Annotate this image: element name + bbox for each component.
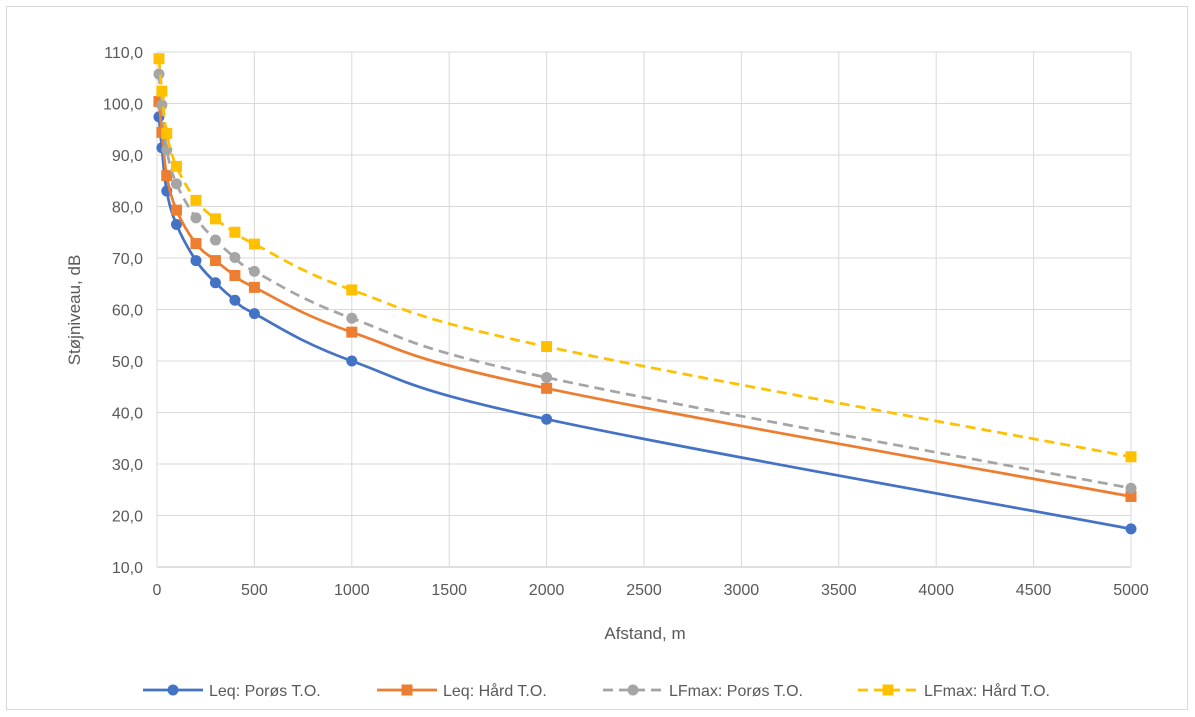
data-point (541, 413, 553, 425)
data-point (541, 371, 553, 383)
data-point (170, 178, 182, 190)
data-point (161, 127, 173, 139)
legend-label: Leq: Hård T.O. (443, 682, 547, 700)
y-axis-title: Støjniveau, dB (65, 255, 84, 366)
legend-item: LFmax: Porøs T.O. (603, 683, 803, 700)
data-point (229, 251, 241, 263)
legend-item: LFmax: Hård T.O. (858, 682, 1050, 700)
plot-series (153, 53, 1137, 535)
data-point (190, 255, 202, 267)
data-point (229, 226, 241, 238)
data-point (156, 99, 168, 111)
legend-marker (167, 684, 179, 696)
data-point (1125, 490, 1137, 502)
data-point (229, 294, 241, 306)
data-point (248, 238, 260, 250)
data-point (1125, 523, 1137, 535)
data-point (346, 312, 358, 324)
x-tick-label: 4500 (1016, 582, 1052, 599)
y-tick-label: 50,0 (112, 354, 143, 371)
legend-item: Leq: Porøs T.O. (143, 683, 321, 700)
data-point (346, 284, 358, 296)
x-axis-title: Afstand, m (604, 624, 685, 643)
data-point (1125, 451, 1137, 463)
data-point (1125, 482, 1137, 494)
x-tick-label: 5000 (1113, 582, 1149, 599)
legend-label: LFmax: Hård T.O. (924, 682, 1050, 700)
series-3 (153, 68, 1137, 494)
x-tick-label: 1500 (431, 582, 467, 599)
y-tick-label: 100,0 (103, 97, 143, 114)
data-point (248, 265, 260, 277)
series-line (157, 116, 1132, 531)
y-tick-label: 80,0 (112, 200, 143, 217)
data-point (161, 170, 173, 182)
legend: Leq: Porøs T.O. Leq: Hård T.O. LFmax: Porø… (143, 682, 1050, 700)
y-tick-label: 70,0 (112, 251, 143, 268)
y-tick-label: 110,0 (104, 45, 143, 62)
data-point (153, 68, 165, 80)
x-axis-tick-labels: 0 500 1000 1500 2000 2500 3000 3500 4000 4500 5000 (153, 582, 1149, 599)
x-tick-label: 2500 (626, 582, 662, 599)
gridlines (156, 51, 1132, 568)
x-tick-label: 2000 (529, 582, 565, 599)
legend-marker (627, 684, 639, 696)
y-tick-label: 60,0 (112, 303, 143, 320)
series-4 (153, 53, 1137, 463)
data-point (170, 160, 182, 172)
x-tick-label: 0 (153, 582, 162, 599)
data-point (156, 85, 168, 97)
legend-marker (882, 684, 894, 696)
data-point (248, 308, 260, 320)
y-tick-label: 20,0 (112, 509, 143, 526)
data-point (153, 53, 165, 65)
data-point (209, 234, 221, 246)
series-2 (153, 95, 1137, 502)
data-point (190, 194, 202, 206)
x-tick-label: 1000 (334, 582, 370, 599)
data-point (170, 204, 182, 216)
data-point (209, 213, 221, 225)
y-tick-label: 10,0 (112, 560, 143, 577)
data-point (209, 277, 221, 289)
data-point (346, 326, 358, 338)
x-tick-label: 4000 (918, 582, 954, 599)
data-point (190, 212, 202, 224)
data-point (229, 270, 241, 282)
data-point (190, 238, 202, 250)
series-line (157, 74, 1132, 490)
legend-label: Leq: Porøs T.O. (209, 683, 321, 700)
data-point (248, 281, 260, 293)
y-axis-tick-labels: 10,0 20,0 30,0 40,0 50,0 60,0 70,0 80,0 90,0 100,… (103, 45, 143, 577)
legend-item: Leq: Hård T.O. (377, 682, 547, 700)
y-tick-label: 40,0 (112, 406, 143, 423)
data-point (346, 355, 358, 367)
data-point (170, 219, 182, 231)
x-tick-label: 3000 (724, 582, 760, 599)
x-tick-label: 500 (241, 582, 268, 599)
y-tick-label: 90,0 (112, 148, 143, 165)
data-point (541, 341, 553, 353)
y-tick-label: 30,0 (112, 457, 143, 474)
data-point (541, 382, 553, 394)
data-point (209, 255, 221, 267)
x-tick-label: 3500 (821, 582, 857, 599)
legend-marker (401, 684, 413, 696)
legend-label: LFmax: Porøs T.O. (669, 683, 803, 700)
